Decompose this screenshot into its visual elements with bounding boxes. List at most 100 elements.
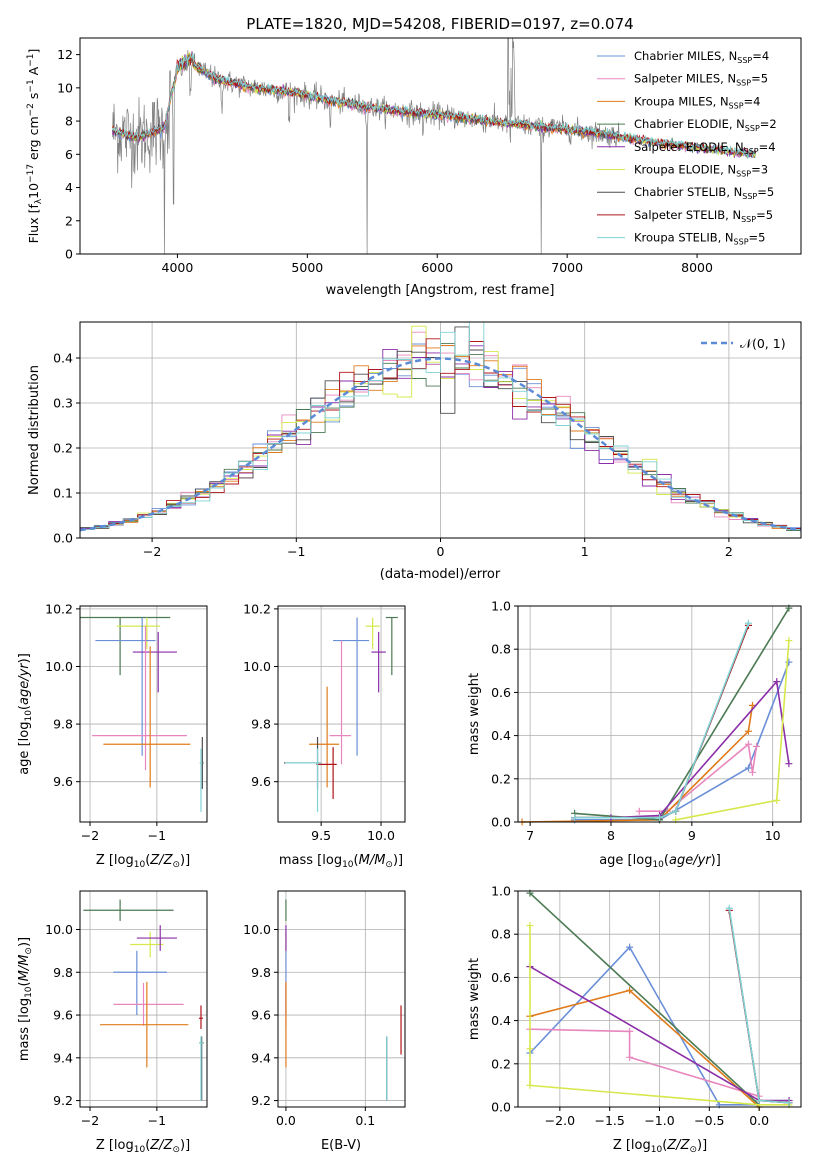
y-tick-label: 9.8: [251, 717, 271, 732]
spectrum-legend: Chabrier MILES, NSSP=4 Salpeter MILES, NS…: [597, 49, 777, 247]
age-vs-metallicity-x-label: Z [log10(Z/Z⊙)]: [96, 853, 190, 870]
age-vs-mass-panel: 9.5 10.0 9.6 9.8 10.0 10.2 mass [log10(M/M⊙)]: [243, 601, 406, 870]
x-tick-label: −2.0: [545, 1113, 575, 1128]
x-tick-label: −2: [81, 828, 99, 843]
y-tick-label: 9.8: [251, 965, 271, 980]
spectrum-panel: PLATE=1820, MJD=54208, FIBERID=0197, z=0…: [26, 15, 802, 298]
weight-point-purple: [773, 678, 781, 686]
y-tick-label: 9.4: [251, 1050, 271, 1065]
residual-histogram-cyan: [80, 322, 801, 530]
weight-point-yellow: [773, 796, 781, 804]
age-vs-metallicity-y-label: age [log10(age/yr)]: [17, 653, 34, 775]
legend-label: Salpeter MILES, NSSP=5: [634, 72, 768, 88]
x-tick-label: −1: [148, 828, 166, 843]
x-tick-label: 8000: [681, 260, 713, 275]
legend-label: Chabrier MILES, NSSP=4: [634, 49, 769, 65]
y-tick-label: 10.0: [243, 659, 271, 674]
y-tick-label: 1.0: [491, 884, 511, 899]
weight-line-cyan: [574, 623, 750, 819]
weight-point-pink: [635, 807, 643, 815]
weight-point-cyan: [744, 619, 752, 627]
x-tick-label: 7: [526, 828, 534, 843]
y-tick-label: 9.6: [53, 1008, 73, 1023]
y-tick-label: 0.4: [53, 351, 73, 366]
weight-line-green: [529, 892, 760, 1106]
weight-point-orange: [748, 701, 756, 709]
y-tick-label: 0.6: [491, 685, 511, 700]
weight-point-pink: [744, 740, 752, 748]
weight-point-orange: [626, 986, 634, 994]
residuals-y-label: Normed distribution: [27, 365, 42, 495]
weight-line-orange: [529, 989, 760, 1108]
x-tick-label: 2: [725, 544, 733, 559]
y-tick-label: 9.4: [53, 1050, 73, 1065]
mass-vs-ebv-x-label: E(B-V): [321, 1138, 361, 1153]
x-tick-label: 10: [765, 828, 781, 843]
weight-point-yellow: [526, 1045, 534, 1053]
mass-vs-metallicity-frame: [79, 890, 208, 1108]
age-vs-mass-x-label: mass [log10(M/M⊙)]: [279, 853, 403, 870]
y-tick-label: 10.0: [45, 659, 73, 674]
weight-point-purple: [785, 760, 793, 768]
x-tick-label: 9: [688, 828, 696, 843]
y-tick-label: 9.2: [53, 1093, 73, 1108]
residuals-x-label: (data-model)/error: [380, 567, 501, 582]
y-tick-label: 10.0: [243, 922, 271, 937]
weight-point-cyan: [672, 807, 680, 815]
weight-vs-metallicity-y-label: mass weight: [467, 958, 482, 1040]
mass-vs-ebv-frame: [277, 890, 406, 1108]
weight-vs-age-y-label: mass weight: [467, 673, 482, 755]
x-tick-label: 5000: [291, 260, 323, 275]
x-tick-label: −0.5: [694, 1113, 724, 1128]
weight-point-pink: [748, 768, 756, 776]
legend-label: Chabrier ELODIE, NSSP=2: [634, 117, 777, 133]
y-tick-label: 9.8: [53, 965, 73, 980]
legend-label: Salpeter STELIB, NSSP=5: [634, 208, 773, 224]
legend-label: Chabrier STELIB, NSSP=5: [634, 185, 774, 201]
legend-label: Salpeter ELODIE, NSSP=4: [634, 140, 776, 156]
x-tick-label: 6000: [421, 260, 453, 275]
weight-line-orange: [521, 705, 754, 823]
age-vs-mass-frame: [277, 605, 406, 823]
y-tick-label: 0.4: [491, 1013, 511, 1028]
y-tick-label: 0.0: [491, 1100, 511, 1115]
weight-point-cyan: [571, 814, 579, 822]
weight-point-pink: [626, 1027, 634, 1035]
y-tick-label: 8: [65, 114, 73, 129]
normal-reference-curve: [80, 357, 801, 532]
y-tick-label: 0.3: [53, 396, 73, 411]
x-tick-label: 7000: [551, 260, 583, 275]
reference-legend-label: 𝒩(0, 1): [740, 336, 786, 351]
spectrum-title: PLATE=1820, MJD=54208, FIBERID=0197, z=0…: [246, 15, 633, 33]
mass-vs-ebv-panel: 0.0 0.1 9.2 9.4 9.6 9.8 10.0 E(B-V): [243, 890, 406, 1153]
legend-label: Kroupa STELIB, NSSP=5: [634, 231, 765, 247]
weight-line-green: [574, 607, 790, 821]
y-tick-label: 9.6: [251, 774, 271, 789]
weight-point-yellow: [526, 922, 534, 930]
weight-point-yellow: [526, 1081, 534, 1089]
spectrum-x-label: wavelength [Angstrom, rest frame]: [326, 283, 555, 298]
x-tick-label: −2: [143, 544, 161, 559]
age-vs-metallicity-panel: −2 −1 9.6 9.8 10.0 10.2 Z [log10(Z/Z⊙)] age […: [17, 601, 208, 870]
mass-vs-metallicity-y-label: mass [log10(M/M⊙)]: [17, 937, 34, 1061]
weight-line-pink: [529, 1028, 760, 1097]
spectrum-axes-frame: [79, 37, 802, 255]
weight-point-cyan: [656, 814, 663, 822]
x-tick-label: 1: [581, 544, 589, 559]
weight-point-yellow: [785, 637, 793, 645]
legend-label: Kroupa MILES, NSSP=4: [634, 94, 760, 110]
weight-vs-age-panel: 7 8 9 10 0.0 0.2 0.4 0.6 0.8 1.0 age [log10(age/y…: [467, 599, 802, 870]
y-tick-label: 6: [65, 147, 73, 162]
residuals-panel: −2 −1 0 1 2 0.0 0.1 0.2 0.3 0.4 𝒩(0, 1) (data-mod…: [27, 321, 802, 582]
weight-vs-age-frame: [517, 605, 802, 823]
x-tick-label: −1.5: [594, 1113, 624, 1128]
legend-label: Kroupa ELODIE, NSSP=3: [634, 163, 768, 179]
weight-point-blue: [626, 943, 634, 951]
y-tick-label: 12: [57, 47, 73, 62]
y-tick-label: 0.2: [491, 1056, 511, 1071]
y-tick-label: 1.0: [491, 599, 511, 614]
y-tick-label: 10.2: [45, 601, 73, 616]
weight-vs-age-x-label: age [log10(age/yr)]: [599, 853, 721, 870]
y-tick-label: 0.4: [491, 728, 511, 743]
